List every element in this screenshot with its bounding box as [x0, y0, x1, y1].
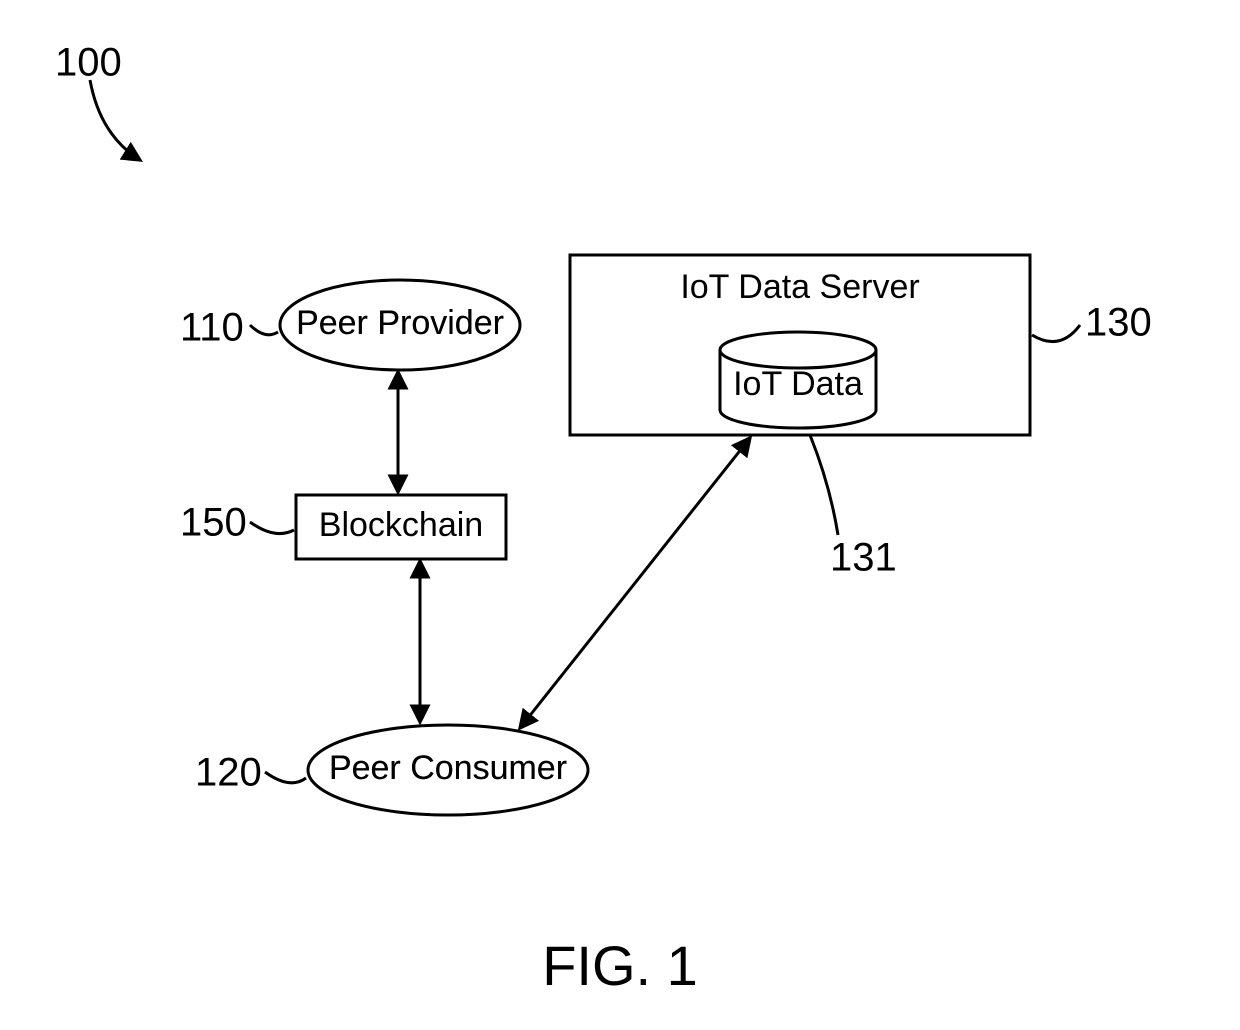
- label-peer_consumer: Peer Consumer: [329, 749, 567, 787]
- node-blockchain: Blockchain: [296, 495, 506, 559]
- svg-text:IoT Data Server: IoT Data Server: [680, 268, 919, 306]
- ref-131: 131: [830, 536, 897, 580]
- ref-130: 130: [1085, 301, 1152, 345]
- svg-text:IoT Data: IoT Data: [733, 365, 863, 403]
- ref-110: 110: [180, 306, 244, 350]
- label-peer_provider: Peer Provider: [296, 304, 504, 342]
- svg-text:Blockchain: Blockchain: [319, 506, 483, 544]
- node-iot_data: IoT Data: [720, 332, 876, 428]
- figure-caption: FIG. 1: [542, 934, 698, 997]
- ref-100: 100: [55, 41, 122, 85]
- ref-150: 150: [180, 501, 247, 545]
- ref-120: 120: [195, 751, 262, 795]
